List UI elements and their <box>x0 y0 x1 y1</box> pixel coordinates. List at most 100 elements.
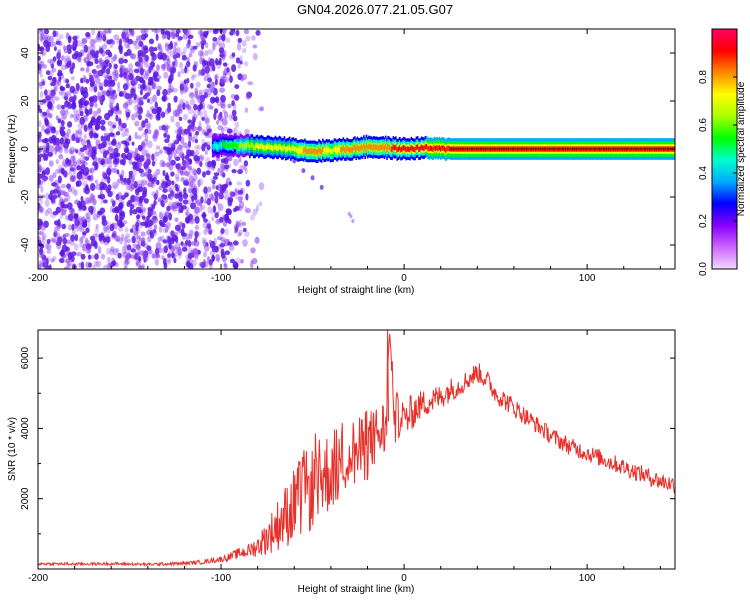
spectrogram-ridge-cell <box>409 146 411 153</box>
spectrogram-noise-cell <box>193 252 199 258</box>
spectrogram-noise-cell <box>222 62 228 67</box>
spectrogram-noise-cell <box>140 221 147 226</box>
spectrogram-ridge-cell <box>342 145 345 151</box>
spectrogram-noise-cell <box>175 29 181 34</box>
spectrogram-noise-cell <box>145 70 150 77</box>
spectrogram-noise-cell <box>166 256 172 263</box>
spectrogram-noise-cell <box>112 92 118 99</box>
spectrogram-noise-cell <box>60 86 66 92</box>
spectrogram-noise-cell <box>205 69 210 74</box>
spectrogram-noise-cell <box>187 239 192 248</box>
spectrogram-noise-cell <box>197 179 201 188</box>
spectrogram-noise-cell <box>38 260 42 266</box>
spectrogram-noise-cell <box>219 230 224 237</box>
spectrogram-ridge-cell <box>400 147 402 153</box>
spectrogram-noise-cell <box>122 73 129 81</box>
spectrogram-noise-cell <box>185 199 192 205</box>
spectrogram-noise-cell <box>64 258 70 264</box>
spectrogram-noise-cell <box>122 177 127 183</box>
spectrogram-noise-cell <box>126 100 131 107</box>
spectrogram-noise-cell <box>146 121 151 130</box>
spectrogram-noise-cell <box>158 225 163 233</box>
spectrogram-noise-cell <box>101 219 108 226</box>
spectrogram-noise-cell <box>250 214 255 221</box>
spectrogram-noise-cell <box>118 44 122 50</box>
spectrogram-ridge-cell <box>399 145 401 151</box>
spectrogram-noise-cell <box>162 64 166 72</box>
spectrogram-noise-cell <box>155 189 159 198</box>
spectrogram-noise-cell <box>57 69 63 76</box>
spectrogram-noise-cell <box>191 73 198 79</box>
spectrogram-noise-cell <box>158 44 163 50</box>
spectrogram-noise-cell <box>227 199 233 207</box>
spectrogram-noise-cell <box>40 223 47 232</box>
spectrogram-noise-cell <box>201 213 207 218</box>
spectrogram-noise-cell <box>191 136 195 143</box>
spectrogram-noise-cell <box>148 66 152 74</box>
spectrogram-noise-cell <box>208 259 213 266</box>
spectrogram-noise-cell <box>115 237 120 243</box>
spectrogram-noise-cell <box>211 183 216 190</box>
spectrogram-noise-cell <box>97 194 103 199</box>
page-title: GN04.2026.077.21.05.G07 <box>296 2 454 17</box>
spectrogram-noise-cell <box>168 157 172 164</box>
spectrogram-noise-cell <box>214 191 219 198</box>
spectrogram-noise-cell <box>60 130 66 137</box>
spectrogram-noise-cell <box>155 253 161 259</box>
spectrogram-noise-cell <box>194 199 198 204</box>
spectrogram-noise-cell <box>48 145 55 153</box>
spectrogram-noise-cell <box>200 155 205 161</box>
spectrogram-noise-cell <box>41 254 47 261</box>
spectrogram-noise-cell <box>212 64 216 72</box>
spectrogram-noise-cell <box>83 101 88 107</box>
spectrogram-noise-cell <box>48 193 54 200</box>
spectrogram-noise-cell <box>228 181 232 186</box>
spectrogram-ridge-cell <box>315 149 318 155</box>
spectrogram-ridge-cell <box>347 146 350 153</box>
spectrogram-noise-cell <box>65 57 72 62</box>
spectrogram-noise-cell <box>189 217 195 225</box>
spectrogram-noise-cell <box>236 181 243 186</box>
spectrogram-noise-cell <box>154 200 159 205</box>
spectrogram-noise-cell <box>104 177 109 183</box>
spectrogram-noise-cell <box>186 57 190 62</box>
spectrogram-noise-cell <box>77 57 82 63</box>
spectrogram-noise-cell <box>75 130 79 137</box>
spectrogram-noise-cell <box>164 211 170 217</box>
spectrogram-ridge-cell <box>218 144 220 150</box>
spectrogram-noise-cell <box>194 90 199 99</box>
spectrogram-noise-cell <box>193 240 200 248</box>
spectrogram-noise-cell <box>182 142 188 149</box>
spectrogram-noise-cell <box>77 137 83 142</box>
spectrogram-noise-cell <box>211 254 215 261</box>
spectrogram-noise-cell <box>195 94 201 100</box>
spectrogram-noise-cell <box>207 161 213 168</box>
spectrogram-xtick-label: 100 <box>579 273 596 284</box>
spectrogram-noise-cell <box>60 167 65 175</box>
spectrogram-noise-cell <box>211 196 215 202</box>
spectrogram-ridge-cell <box>359 146 361 152</box>
spectrogram-noise-cell <box>132 209 138 215</box>
spectrogram-noise-cell <box>161 96 166 102</box>
spectrogram-noise-cell <box>62 237 68 245</box>
spectrogram-noise-cell <box>67 121 73 128</box>
spectrogram-noise-cell <box>174 224 181 231</box>
spectrogram-noise-cell <box>203 109 208 118</box>
spectrogram-noise-cell <box>60 64 67 71</box>
colorbar-scale <box>711 28 738 270</box>
spectrogram-noise-cell <box>166 161 170 167</box>
spectrogram-noise-cell <box>194 206 201 214</box>
spectrogram-noise-cell <box>53 184 60 192</box>
spectrogram-noise-cell <box>205 170 211 176</box>
spectrogram-noise-cell <box>203 218 208 223</box>
spectrogram-noise-cell <box>94 77 101 84</box>
spectrogram-noise-cell <box>105 236 111 243</box>
spectrogram-noise-cell <box>175 47 181 54</box>
spectrogram-noise-cell <box>38 264 41 269</box>
snr-spike <box>386 330 390 436</box>
spectrogram-noise-cell <box>72 167 77 175</box>
spectrogram-noise-cell <box>138 168 144 174</box>
spectrogram-noise-cell <box>206 144 211 151</box>
spectrogram-noise-cell <box>152 29 158 32</box>
spectrogram-noise-cell <box>113 162 118 168</box>
